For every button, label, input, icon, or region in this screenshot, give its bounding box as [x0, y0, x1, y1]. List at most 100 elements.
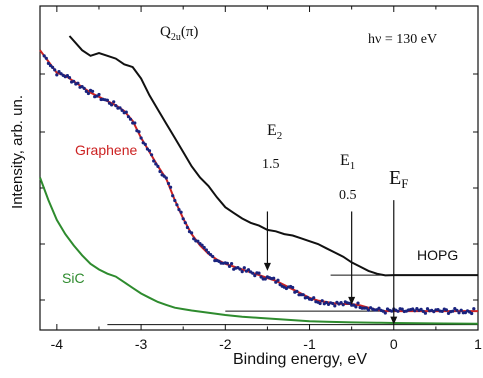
graphene-data-point [352, 303, 356, 307]
graphene-data-point [347, 301, 352, 305]
graphene-data-point [53, 68, 57, 72]
graphene-data-point [230, 262, 234, 266]
graphene-data-point [55, 73, 59, 77]
graphene-data-point [400, 307, 404, 311]
graphene-data-point [124, 110, 128, 114]
x-axis-label: Binding energy, eV [233, 351, 367, 368]
graphene-data-point [72, 79, 76, 83]
graphene-data-point [128, 117, 133, 121]
marker-e2-arrowhead [263, 262, 271, 271]
graphene-data-point [82, 86, 86, 90]
graphene-data-point [411, 307, 415, 311]
graphene-data-point [225, 261, 229, 265]
graphene-data-point [175, 203, 179, 207]
graphene-data-point [257, 271, 261, 275]
graphene-data-point [240, 270, 244, 274]
graphene-data-point [91, 89, 95, 93]
graphene-data-point [48, 64, 53, 68]
graphene-data-point [183, 221, 187, 225]
graphene-data-point [137, 130, 141, 134]
graphene-data-point [312, 296, 316, 300]
graphene-data-point [150, 153, 154, 157]
graphene-data-point [152, 159, 156, 163]
graphene-data-point [158, 169, 162, 174]
graphene-data-point [425, 307, 430, 311]
x-tick-label: -4 [51, 336, 64, 352]
graphene-data-point [318, 301, 322, 306]
graphene-data-point [154, 162, 158, 166]
marker-e1-arrowhead [348, 296, 356, 305]
graphene-data-point [227, 264, 232, 268]
graphene-data-point [356, 301, 360, 305]
graphene-data-point [444, 308, 448, 312]
graphene-data-point [413, 309, 417, 313]
graphene-data-point [341, 303, 345, 307]
ef-label: EF [389, 167, 408, 191]
graphene-data-point [211, 254, 215, 259]
graphene-data-point [320, 299, 324, 303]
graphene-data-point [190, 231, 194, 235]
graphene-data-point [185, 225, 189, 230]
graphene-data-point [432, 310, 436, 314]
graphene-data-point [451, 309, 455, 313]
e2-value: 1.5 [262, 157, 280, 172]
graphene-data-point [457, 311, 461, 315]
e1-label: E1 [340, 152, 355, 172]
graphene-data-point [200, 243, 204, 247]
graphene-data-point [105, 98, 109, 102]
graphene-data-point [246, 268, 251, 272]
graphene-data-point [295, 289, 299, 293]
graphene-data-point [162, 174, 166, 178]
graphene-data-point [253, 274, 257, 278]
graphene-data-point [324, 300, 328, 305]
graphene-data-point [173, 198, 177, 203]
graphene-data-point [114, 104, 118, 108]
graphene-data-point [126, 115, 130, 119]
e2-label: E2 [267, 122, 282, 142]
graphene-data-point [396, 309, 400, 313]
series-line-sic [39, 177, 479, 325]
graphene-data-point [65, 74, 69, 78]
graphene-data-point [259, 275, 263, 279]
marker-ef-arrowhead [390, 316, 398, 325]
photon-energy-label: hν = 130 eV [368, 32, 437, 47]
graphene-data-point [209, 253, 213, 257]
graphene-data-point [118, 106, 122, 110]
graphene-data-point [377, 306, 381, 310]
graphene-data-point [263, 277, 267, 281]
graphene-data-point [291, 285, 295, 290]
graphene-data-point [166, 181, 171, 186]
graphene-data-point [181, 217, 185, 221]
graphene-data-point [202, 245, 206, 250]
graphene-data-point [206, 251, 211, 255]
graphene-data-point [76, 81, 80, 85]
graphene-data-point [415, 307, 419, 311]
graphene-data-point [381, 309, 385, 313]
x-tick-label: -2 [219, 336, 232, 352]
x-tick-label: -1 [303, 336, 316, 352]
graphene-data-point [169, 185, 173, 189]
graphene-data-point [331, 301, 335, 306]
graphene-data-point [177, 208, 181, 212]
graphene-data-point [419, 307, 423, 311]
graphene-data-point [470, 311, 474, 316]
graphene-data-point [364, 306, 368, 310]
series-label-sic: SiC [62, 270, 85, 286]
graphene-data-point [274, 280, 278, 284]
graphene-data-point [354, 305, 358, 309]
graphene-data-point [42, 54, 46, 58]
graphene-data-point [421, 309, 425, 313]
graphene-data-point [112, 100, 116, 104]
graphene-data-point [196, 239, 200, 243]
graphene-data-point [110, 103, 114, 107]
graphene-data-point [80, 85, 84, 89]
graphene-data-point [192, 237, 196, 241]
graphene-data-point [242, 266, 246, 270]
graphene-data-point [333, 304, 337, 308]
graphene-data-point [57, 70, 61, 74]
graphene-data-point [179, 210, 183, 214]
graphene-data-point [46, 61, 51, 65]
x-tick-label: -3 [135, 336, 148, 352]
graphene-data-point [204, 248, 208, 252]
